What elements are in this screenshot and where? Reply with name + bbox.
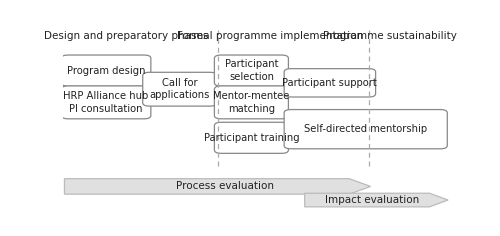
FancyBboxPatch shape <box>62 86 151 119</box>
Text: Formal programme implementation: Formal programme implementation <box>177 31 363 42</box>
FancyBboxPatch shape <box>214 86 288 119</box>
FancyBboxPatch shape <box>284 69 376 97</box>
Text: Programme sustainability: Programme sustainability <box>323 31 457 42</box>
Text: Participant support: Participant support <box>282 78 378 88</box>
Text: Process evaluation: Process evaluation <box>176 181 274 191</box>
Text: Call for
applications: Call for applications <box>150 78 210 100</box>
Text: Participant
selection: Participant selection <box>224 59 278 82</box>
Text: Impact evaluation: Impact evaluation <box>326 195 420 205</box>
FancyBboxPatch shape <box>142 72 216 106</box>
Text: Mentor-mentee
matching: Mentor-mentee matching <box>213 91 290 114</box>
Text: Design and preparatory phases: Design and preparatory phases <box>44 31 208 42</box>
FancyBboxPatch shape <box>62 55 151 86</box>
Text: Self-directed mentorship: Self-directed mentorship <box>304 124 428 134</box>
Polygon shape <box>64 179 370 194</box>
FancyBboxPatch shape <box>214 55 288 86</box>
Text: Program design: Program design <box>67 66 146 76</box>
Text: HRP Alliance hub
PI consultation: HRP Alliance hub PI consultation <box>64 91 148 114</box>
FancyBboxPatch shape <box>214 122 288 153</box>
Text: Participant training: Participant training <box>204 133 299 143</box>
FancyBboxPatch shape <box>284 110 448 149</box>
Polygon shape <box>304 193 448 207</box>
